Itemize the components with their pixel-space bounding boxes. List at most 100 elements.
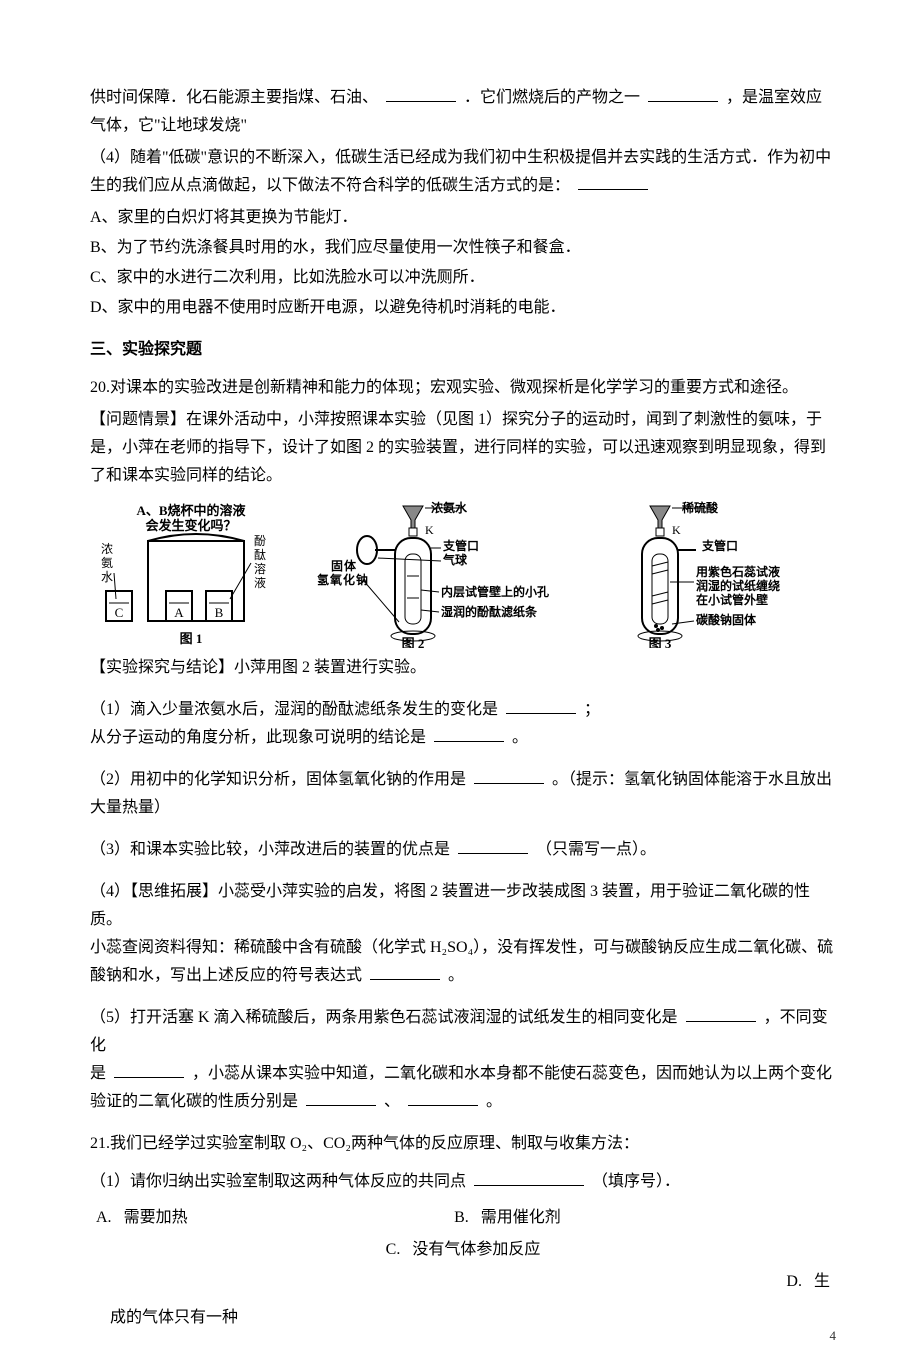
fig1-r1: 酚 <box>254 534 266 548</box>
intro-text-1: 供时间保障．化石能源主要指煤、石油、 <box>90 89 378 106</box>
fig1-r3: 溶 <box>254 561 266 576</box>
fig1-l3: 水 <box>101 570 113 584</box>
q21-a: 需要加热 <box>124 1209 188 1226</box>
q4-option-c: C、家中的水进行二次利用，比如洗脸水可以冲洗厕所． <box>90 264 836 292</box>
q4-option-a: A、家里的白炽灯将其更换为节能灯． <box>90 204 836 232</box>
blank-q20-1b[interactable] <box>434 725 504 742</box>
page: 供时间保障．化石能源主要指煤、石油、 ．它们燃烧后的产物之一 ，是温室效应气体，… <box>0 0 920 1372</box>
figure-2: 浓氨水 K 支管口 气球 固 体 氢 氧 <box>313 498 573 648</box>
fig2-n5: 化 <box>343 572 355 587</box>
fig1-c: C <box>115 605 124 620</box>
blank-q20-5b3[interactable] <box>408 1089 478 1106</box>
q20-1a-end: ； <box>584 701 600 718</box>
q20-2: （2）用初中的化学知识分析，固体氢氧化钠的作用是 。（提示：氢氧化钠固体能溶于水… <box>90 766 836 822</box>
blank-fossil[interactable] <box>386 85 456 102</box>
blank-product[interactable] <box>648 85 718 102</box>
q20-4-end: 。 <box>448 967 464 984</box>
q4-intro: （4）随着"低碳"意识的不断深入，低碳生活已经成为我们初中生积极提倡并去实践的生… <box>90 144 836 200</box>
q20-head: 20.对课本的实验改进是创新精神和能力的体现；宏观实验、微观探析是化学学习的重要… <box>90 374 836 402</box>
q21-options: A. 需要加热 B. 需用催化剂 C. 没有气体参加反应 D. 生 <box>90 1204 836 1296</box>
q20-5b-pre: 是 <box>90 1065 106 1082</box>
blank-q20-5b2[interactable] <box>306 1089 376 1106</box>
q20-4-title: （4）【思维拓展】小蕊受小萍实验的启发，将图 2 装置进一步改装成图 3 装置，… <box>90 883 810 928</box>
q20-1a: （1）滴入少量浓氨水后，湿润的酚酞滤纸条发生的变化是 <box>90 701 498 718</box>
fig2-inner: 内层试管壁上的小孔 <box>441 584 549 599</box>
q20-5a: （5）打开活塞 K 滴入稀硫酸后，两条用紫色石蕊试液润湿的试纸发生的相同变化是 <box>90 1009 678 1026</box>
q21-1: （1）请你归纳出实验室制取这两种气体反应的共同点 （填序号）． <box>90 1168 836 1196</box>
q21-opt-b: B. 需用催化剂 <box>454 1204 812 1232</box>
fig3-branch: 支管口 <box>701 538 738 553</box>
figure-1: A、B烧杯中的溶液 会发生变化吗？ C A B 浓 氨 <box>96 503 286 648</box>
fig1-b: B <box>215 605 224 620</box>
fig1-r2: 酞 <box>254 547 266 562</box>
fig2-n6: 钠 <box>356 572 368 587</box>
q21-a-pre: A. <box>96 1209 112 1226</box>
fig2-strip: 湿润的酚酞滤纸条 <box>441 604 538 619</box>
q4-option-d: D、家中的用电器不使用时应断开电源，以避免待机时消耗的电能． <box>90 294 836 322</box>
q20-3: （3）和课本实验比较，小萍改进后的装置的优点是 （只需写一点）。 <box>90 836 836 864</box>
section-3-title: 三、实验探究题 <box>90 336 836 364</box>
fig3-p1: 用紫色石蕊试液 <box>695 564 780 579</box>
fig2-n2: 体 <box>344 558 357 573</box>
q20-scene: 【问题情景】在课外活动中，小萍按照课本实验（见图 1）探究分子的运动时，闻到了刺… <box>90 406 836 490</box>
intro-paragraph: 供时间保障．化石能源主要指煤、石油、 ．它们燃烧后的产物之一 ，是温室效应气体，… <box>90 84 836 140</box>
fig3-k: K <box>672 523 681 537</box>
q20-5b-sep: 、 <box>384 1093 400 1110</box>
fig1-caption: 图 1 <box>180 631 203 646</box>
q20-2-text: （2）用初中的化学知识分析，固体氢氧化钠的作用是 <box>90 771 466 788</box>
figure-3: 稀硫酸 K 支管口 用紫色石蕊试液 润湿的试纸缠绕 在小试管外壁 碳酸钠固体 <box>600 498 830 648</box>
q20-1b: 从分子运动的角度分析，此现象可说明的结论是 <box>90 729 426 746</box>
q21-opt-c: C. 没有气体参加反应 <box>90 1236 836 1264</box>
q20-3-end: （只需写一点）。 <box>536 841 656 858</box>
q20-1: （1）滴入少量浓氨水后，湿润的酚酞滤纸条发生的变化是 ； 从分子运动的角度分析，… <box>90 696 836 752</box>
q20-5: （5）打开活塞 K 滴入稀硫酸后，两条用紫色石蕊试液润湿的试纸发生的相同变化是 … <box>90 1004 836 1116</box>
fig1-title: A、B烧杯中的溶液 <box>136 503 245 518</box>
fig1-a: A <box>174 605 184 620</box>
q21-c: 没有气体参加反应 <box>412 1241 540 1258</box>
q21-1-end: （填序号）． <box>592 1173 680 1190</box>
blank-q21-1[interactable] <box>474 1169 584 1186</box>
q4-option-b: B、为了节约洗涤餐具时用的水，我们应尽量使用一次性筷子和餐盒． <box>90 234 836 262</box>
q21-d-tail: 成的气体只有一种 <box>90 1304 836 1332</box>
fig2-k: K <box>425 523 434 537</box>
fig1-l1: 浓 <box>101 542 113 556</box>
q20-4: （4）【思维拓展】小蕊受小萍实验的启发，将图 2 装置进一步改装成图 3 装置，… <box>90 878 836 990</box>
q21-d: 生 <box>814 1273 830 1290</box>
blank-q20-5b1[interactable] <box>114 1061 184 1078</box>
figure-row: A、B烧杯中的溶液 会发生变化吗？ C A B 浓 氨 <box>90 498 836 648</box>
intro-text-2: ．它们燃烧后的产物之一 <box>464 89 640 106</box>
fig2-n4: 氧 <box>329 572 342 587</box>
fig3-p3: 在小试管外壁 <box>696 592 768 607</box>
q21-c-pre: C. <box>386 1241 401 1258</box>
q4-intro-text: （4）随着"低碳"意识的不断深入，低碳生活已经成为我们初中生积极提倡并去实践的生… <box>90 149 831 194</box>
q21-1-text: （1）请你归纳出实验室制取这两种气体反应的共同点 <box>90 1173 466 1190</box>
fig2-balloon: 气球 <box>442 552 468 567</box>
page-number: 4 <box>830 1325 837 1348</box>
q21-head: 21.我们已经学过实验室制取 O₂、CO₂两种气体的反应原理、制取与收集方法： <box>90 1130 836 1158</box>
blank-q20-5a[interactable] <box>686 1005 756 1022</box>
q20-1b-end: 。 <box>512 729 528 746</box>
fig3-caption: 图 3 <box>649 636 672 648</box>
blank-q4[interactable] <box>578 173 648 190</box>
blank-q20-4[interactable] <box>370 963 440 980</box>
fig2-n3: 氢 <box>317 572 329 587</box>
q21-b-pre: B. <box>454 1209 469 1226</box>
fig3-solid: 碳酸钠固体 <box>696 612 757 627</box>
q21-opt-d: D. 生 <box>90 1268 836 1296</box>
fig1-l2: 氨 <box>101 556 113 570</box>
fig1-r4: 液 <box>254 575 266 590</box>
blank-q20-3[interactable] <box>458 837 528 854</box>
q21-opt-a: A. 需要加热 <box>90 1204 454 1232</box>
q21-b: 需用催化剂 <box>481 1209 561 1226</box>
fig1-subtitle: 会发生变化吗？ <box>145 518 236 533</box>
q21-d-pre: D. <box>786 1273 802 1290</box>
fig2-n1: 固 <box>331 559 343 573</box>
q20-5b-end: 。 <box>486 1093 502 1110</box>
fig2-branch: 支管口 <box>442 538 479 553</box>
blank-q20-1a[interactable] <box>506 697 576 714</box>
blank-q20-2[interactable] <box>474 767 544 784</box>
fig2-caption: 图 2 <box>402 636 425 648</box>
q20-exp: 【实验探究与结论】小萍用图 2 装置进行实验。 <box>90 654 836 682</box>
fig3-p2: 润湿的试纸缠绕 <box>696 578 780 593</box>
q20-3-text: （3）和课本实验比较，小萍改进后的装置的优点是 <box>90 841 450 858</box>
